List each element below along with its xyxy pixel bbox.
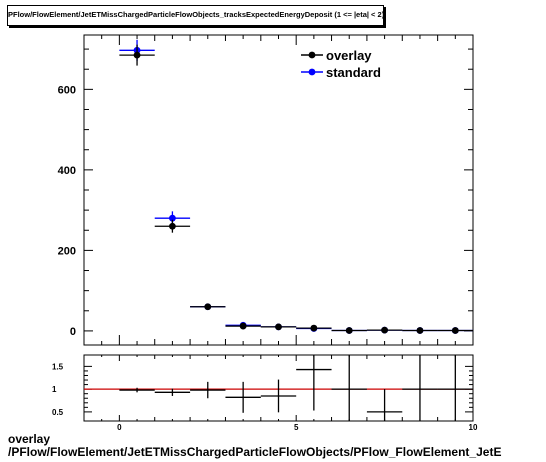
legend: overlay standard [301, 48, 381, 80]
overlay-point [381, 326, 388, 334]
ratio-y-tick-label: 1.5 [52, 362, 64, 371]
y-tick-label: 400 [58, 165, 76, 177]
ratio-y-tick-label: 1 [52, 385, 57, 394]
ratio-y-tick-label: 0.5 [52, 408, 64, 417]
ratio-data-marks [119, 355, 473, 421]
y-tick-label: 600 [58, 84, 76, 96]
title-box: PFlow/FlowElement/JetETMissChargedPartic… [7, 5, 384, 26]
overlay-point [204, 303, 212, 311]
overlay-point [239, 322, 247, 330]
standard-point [169, 214, 176, 222]
overlay-point [275, 323, 282, 331]
x-tick-label: 10 [469, 423, 478, 432]
legend-overlay-label: overlay [326, 48, 372, 63]
footer-line-1: overlay [8, 432, 51, 446]
legend-standard-marker [308, 68, 316, 76]
main-frame [83, 34, 474, 346]
overlay-point [169, 222, 176, 230]
overlay-point [345, 327, 353, 334]
ratio-axes: 0 5 10 0.5 1 1.5 [52, 355, 478, 432]
main-data-marks [119, 39, 473, 334]
x-tick-label: 5 [294, 423, 299, 432]
overlay-point [133, 51, 141, 59]
main-axes: 0 200 400 600 [58, 35, 474, 345]
y-tick-label: 200 [58, 245, 76, 257]
footer-line-2: /PFlow/FlowElement/JetETMissChargedParti… [8, 445, 502, 459]
legend-overlay-marker [308, 51, 316, 59]
x-tick-label: 0 [117, 423, 122, 432]
overlay-point [310, 324, 318, 332]
y-tick-label: 0 [70, 326, 76, 338]
legend-standard-label: standard [326, 65, 381, 80]
footer-label: overlay /PFlow/FlowElement/JetETMissChar… [8, 433, 501, 459]
overlay-point [416, 327, 424, 334]
chart-title: PFlow/FlowElement/JetETMissChargedPartic… [8, 10, 385, 19]
overlay-point [451, 327, 459, 334]
